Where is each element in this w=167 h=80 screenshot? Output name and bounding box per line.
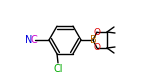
- Text: B: B: [90, 35, 96, 45]
- Text: O: O: [93, 44, 100, 52]
- Text: O: O: [93, 28, 100, 36]
- Text: N: N: [25, 35, 33, 45]
- Text: Cl: Cl: [53, 64, 63, 74]
- Text: C: C: [31, 35, 37, 45]
